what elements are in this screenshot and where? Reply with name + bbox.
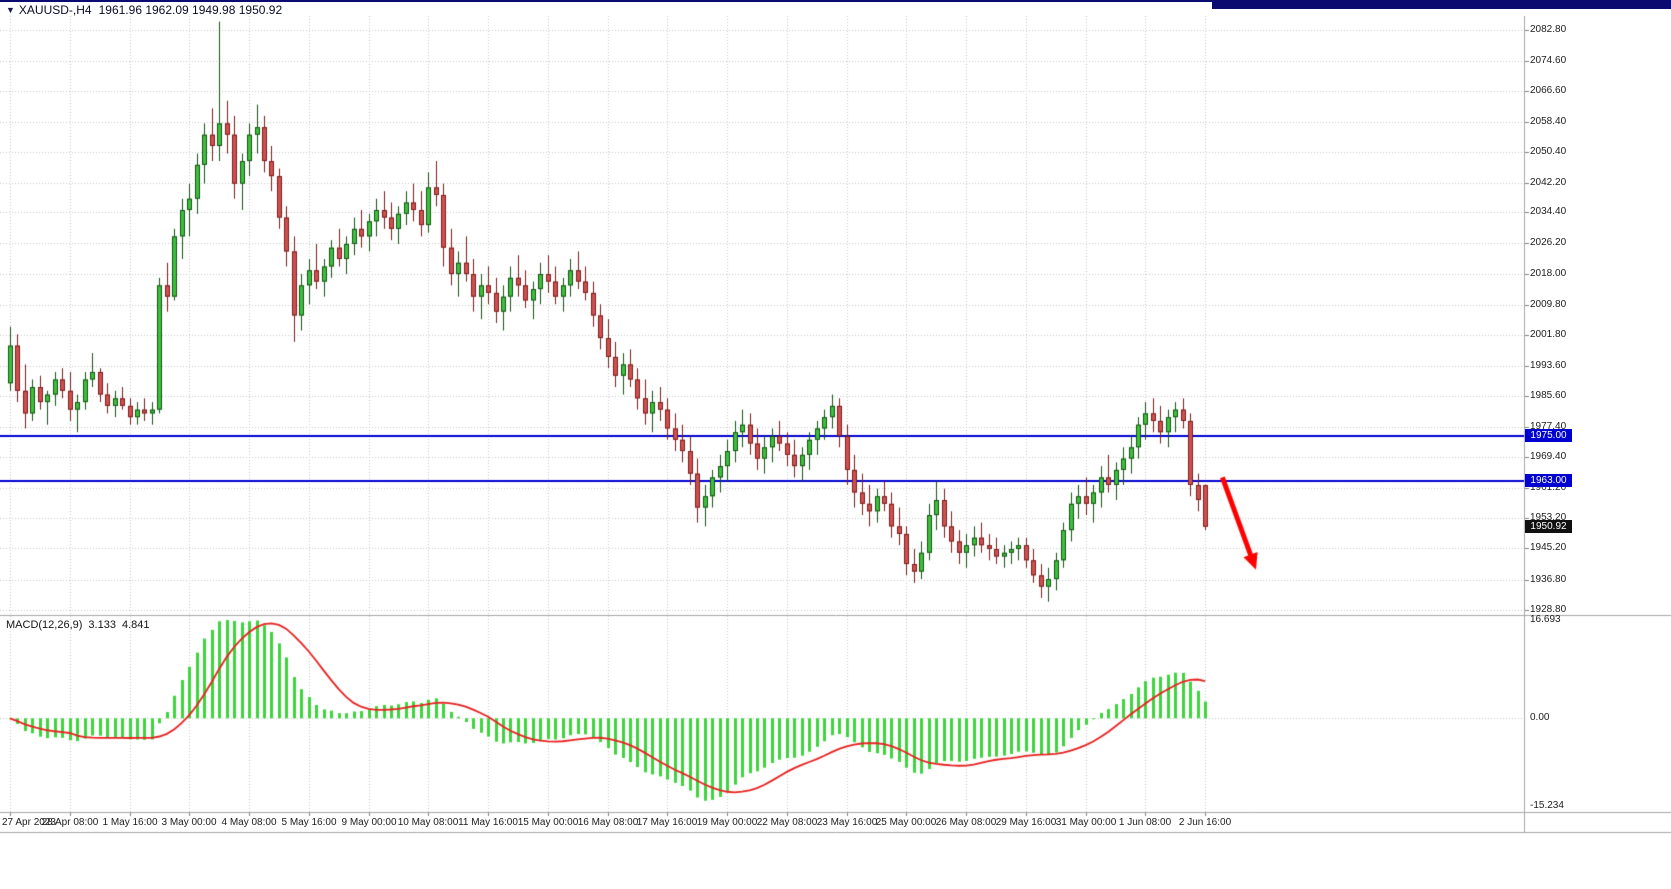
time-axis-label: 4 May 08:00	[221, 817, 277, 828]
time-axis-label: 1 May 16:00	[102, 817, 158, 828]
price-axis-label: 2082.80	[1530, 24, 1567, 35]
price-axis-label: 1969.40	[1530, 451, 1567, 462]
time-axis-label: 22 May 08:00	[756, 817, 818, 828]
time-axis-label: 23 May 16:00	[816, 817, 878, 828]
macd-label: MACD(12,26,9)	[6, 619, 83, 631]
time-axis-label: 28 Apr 08:00	[41, 817, 99, 828]
price-axis-label: 2042.20	[1530, 177, 1567, 188]
time-axis-label: 19 May 00:00	[696, 817, 758, 828]
time-axis-label: 10 May 08:00	[397, 817, 459, 828]
time-axis-label: 31 May 00:00	[1055, 817, 1117, 828]
macd-scale-min-label: -15.234	[1530, 800, 1564, 811]
hline-price-tag-1975.00[interactable]: 1975.00	[1525, 429, 1572, 442]
time-axis-label: 2 Jun 16:00	[1178, 817, 1232, 828]
price-axis-label: 1928.80	[1530, 604, 1567, 615]
window-top-border	[0, 0, 1671, 2]
price-axis-label: 1985.60	[1530, 390, 1567, 401]
chart-ohlc-info: ▼ XAUUSD-,H4 1961.96 1962.09 1949.98 1950.…	[6, 3, 282, 17]
macd-scale-max-label: 16.693	[1530, 614, 1561, 625]
time-axis-label: 9 May 00:00	[341, 817, 397, 828]
time-axis-label: 5 May 16:00	[281, 817, 337, 828]
macd-indicator-label: MACD(12,26,9) 3.133 4.841	[6, 619, 155, 631]
price-axis-label: 2001.80	[1530, 329, 1567, 340]
symbol-dropdown-icon[interactable]: ▼	[6, 5, 15, 15]
price-axis-label: 2034.40	[1530, 206, 1567, 217]
price-axis-label: 2018.00	[1530, 268, 1567, 279]
price-axis-label: 1936.80	[1530, 574, 1567, 585]
price-axis-label: 2074.60	[1530, 55, 1567, 66]
price-axis-label: 1953.20	[1530, 512, 1567, 523]
price-axis-label: 2058.40	[1530, 116, 1567, 127]
macd-scale-zero-label: 0.00	[1530, 712, 1550, 723]
time-axis-label: 25 May 00:00	[875, 817, 937, 828]
price-axis-label: 1977.40	[1530, 421, 1567, 432]
hline-price-tag-1963.00[interactable]: 1963.00	[1525, 474, 1572, 487]
price-axis-label: 2050.40	[1530, 146, 1567, 157]
price-axis-label: 1961.20	[1530, 482, 1567, 493]
price-axis-label: 2026.20	[1530, 237, 1567, 248]
ohlc-values: 1961.96 1962.09 1949.98 1950.92	[98, 3, 283, 17]
time-axis-label: 3 May 00:00	[161, 817, 217, 828]
macd-main-value: 3.133	[88, 619, 116, 631]
time-axis-label: 16 May 08:00	[577, 817, 639, 828]
time-axis-label: 15 May 00:00	[517, 817, 579, 828]
window-top-right-bar	[1212, 0, 1671, 9]
current-price-tag[interactable]: 1950.92	[1525, 520, 1572, 533]
time-axis-label: 1 Jun 08:00	[1118, 817, 1172, 828]
time-axis-label: 26 May 08:00	[935, 817, 997, 828]
macd-signal-value: 4.841	[121, 619, 150, 631]
price-axis-label: 2009.80	[1530, 299, 1567, 310]
price-axis-label: 1993.60	[1530, 360, 1567, 371]
time-axis-label: 29 May 16:00	[995, 817, 1057, 828]
price-axis-label: 2066.60	[1530, 85, 1567, 96]
symbol-timeframe-label: XAUUSD-,H4	[18, 3, 92, 17]
time-axis-label: 17 May 16:00	[636, 817, 698, 828]
price-axis-label: 1945.20	[1530, 542, 1567, 553]
time-axis-label: 11 May 16:00	[458, 817, 518, 828]
time-axis-label: 27 Apr 2023	[2, 817, 56, 828]
